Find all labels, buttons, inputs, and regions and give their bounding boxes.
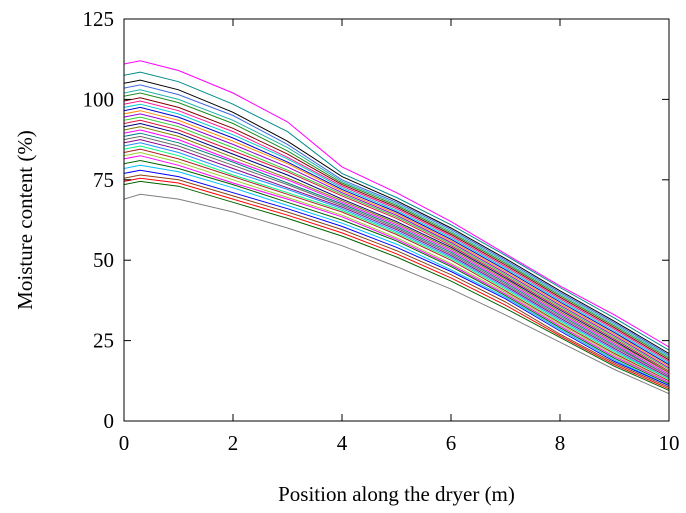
series-line-24 bbox=[123, 151, 670, 383]
series-line-3 bbox=[123, 79, 670, 354]
y-axis-title: Moisture content (%) bbox=[13, 130, 37, 310]
series-line-20 bbox=[123, 139, 670, 379]
x-tick-label-0: 0 bbox=[119, 431, 130, 455]
series-line-13 bbox=[123, 116, 670, 370]
series-line-22 bbox=[123, 145, 670, 380]
y-tick-label-25: 25 bbox=[93, 329, 114, 353]
series-line-30 bbox=[123, 177, 670, 390]
y-tick-label-125: 125 bbox=[83, 7, 115, 31]
series-line-15 bbox=[123, 122, 670, 374]
x-tick-label-2: 2 bbox=[228, 431, 239, 455]
x-tick-label-10: 10 bbox=[659, 431, 680, 455]
series-line-7 bbox=[123, 97, 670, 361]
series-line-9 bbox=[123, 103, 670, 364]
series-line-21 bbox=[123, 142, 670, 380]
series-line-11 bbox=[123, 110, 670, 367]
series-line-29 bbox=[123, 174, 670, 388]
series-line-23 bbox=[123, 148, 670, 382]
series-line-6 bbox=[123, 92, 670, 359]
axis-ticks bbox=[123, 18, 670, 422]
series-line-16 bbox=[123, 126, 670, 374]
series-line-26 bbox=[123, 159, 670, 385]
y-tick-label-75: 75 bbox=[93, 168, 114, 192]
series-line-27 bbox=[123, 164, 670, 387]
series-line-14 bbox=[123, 119, 670, 372]
series-lines bbox=[123, 60, 670, 395]
series-line-25 bbox=[123, 155, 670, 383]
series-line-8 bbox=[123, 100, 670, 362]
x-tick-label-8: 8 bbox=[555, 431, 566, 455]
series-line-12 bbox=[123, 113, 670, 369]
series-line-19 bbox=[123, 135, 670, 377]
series-line-17 bbox=[123, 129, 670, 375]
series-line-1 bbox=[123, 60, 670, 348]
x-tick-label-4: 4 bbox=[337, 431, 348, 455]
x-axis-title: Position along the dryer (m) bbox=[278, 482, 515, 506]
x-tick-label-6: 6 bbox=[446, 431, 457, 455]
series-line-10 bbox=[123, 106, 670, 366]
y-tick-label-50: 50 bbox=[93, 248, 114, 272]
series-line-4 bbox=[123, 84, 670, 356]
y-tick-label-100: 100 bbox=[83, 87, 115, 111]
series-line-18 bbox=[123, 132, 670, 377]
plot-frame bbox=[123, 18, 670, 422]
series-line-28 bbox=[123, 169, 670, 387]
series-line-31 bbox=[123, 180, 670, 391]
series-line-32 bbox=[123, 193, 670, 395]
series-line-2 bbox=[123, 71, 670, 351]
series-line-5 bbox=[123, 89, 670, 358]
y-tick-label-0: 0 bbox=[104, 409, 115, 433]
